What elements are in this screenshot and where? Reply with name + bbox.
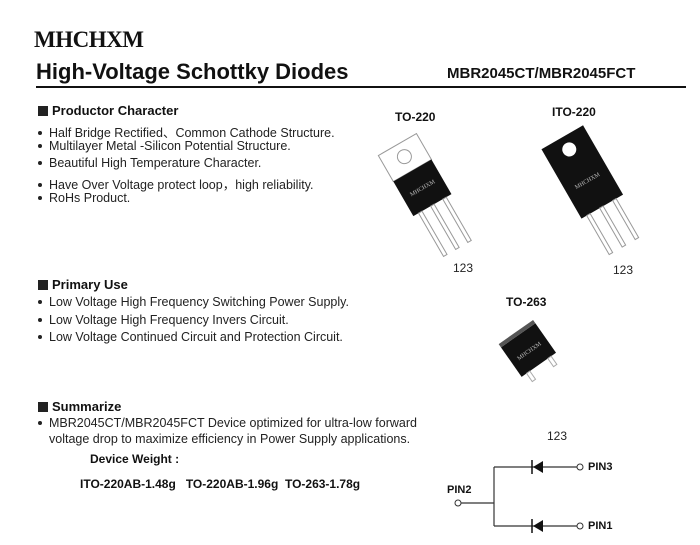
list-item-text: Half Bridge Rectified、Common Cathode Str…	[49, 126, 335, 140]
summary-text: MBR2045CT/MBR2045FCT Device optimized fo…	[49, 416, 417, 430]
list-item: Low Voltage Continued Circuit and Protec…	[38, 330, 343, 344]
pin-order-ito220: 123	[613, 263, 634, 277]
list-item-text: Low Voltage Continued Circuit and Protec…	[49, 330, 343, 344]
pin-order-to220: 123	[453, 261, 474, 275]
list-item-text: Multilayer Metal -Silicon Potential Stru…	[49, 139, 291, 153]
summary-line-2: voltage drop to maximize efficiency in P…	[49, 432, 411, 446]
part-number: MBR2045CT/MBR2045FCT	[447, 65, 636, 82]
header-divider	[36, 86, 686, 88]
pin1-label: PIN1	[588, 520, 613, 532]
bullet-icon	[38, 161, 42, 165]
pin-order-to263: 123	[547, 429, 568, 443]
section-heading: Primary Use	[52, 277, 128, 292]
to220-package-image: MHCHXM	[377, 132, 472, 258]
bullet-icon	[38, 144, 42, 148]
bullet-icon	[38, 421, 42, 425]
diode-icon	[531, 519, 543, 533]
bullet-icon	[38, 300, 42, 304]
summary-line: MBR2045CT/MBR2045FCT Device optimized fo…	[38, 416, 417, 430]
list-item-text: RoHs Product.	[49, 191, 131, 205]
square-bullet-icon	[38, 402, 48, 412]
pin3-label: PIN3	[588, 461, 613, 473]
list-item-text: Have Over Voltage protect loop，high reli…	[49, 178, 314, 192]
device-weight-label: Device Weight :	[90, 452, 180, 466]
bullet-icon	[38, 183, 42, 187]
page-title: High-Voltage Schottky Diodes	[36, 59, 349, 84]
section-summarize: Summarize	[38, 399, 121, 414]
list-item-text: Low Voltage High Frequency Invers Circui…	[49, 313, 289, 327]
package-label-ito220: ITO-220	[552, 105, 596, 119]
list-item: Low Voltage High Frequency Switching Pow…	[38, 295, 349, 309]
list-item: RoHs Product.	[38, 191, 130, 205]
section-primary-use: Primary Use	[38, 277, 128, 292]
square-bullet-icon	[38, 280, 48, 290]
list-item: Multilayer Metal -Silicon Potential Stru…	[38, 139, 291, 153]
ito220-package-image: MHCHXM	[541, 125, 640, 256]
brand-logo: MHCHXM	[34, 27, 144, 52]
bullet-icon	[38, 131, 42, 135]
device-weights: ITO-220AB-1.48g TO-220AB-1.96g TO-263-1.…	[80, 477, 361, 491]
list-item: Low Voltage High Frequency Invers Circui…	[38, 313, 289, 327]
list-item-text: Low Voltage High Frequency Switching Pow…	[49, 295, 349, 309]
bullet-icon	[38, 318, 42, 322]
section-heading: Summarize	[52, 399, 122, 414]
diode-icon	[531, 460, 543, 474]
bullet-icon	[38, 196, 42, 200]
list-item: Half Bridge Rectified、Common Cathode Str…	[38, 122, 335, 141]
list-item: Beautiful High Temperature Character.	[38, 156, 261, 170]
section-heading: Productor Character	[52, 103, 179, 118]
square-bullet-icon	[38, 106, 48, 116]
common-cathode-schematic	[454, 460, 584, 533]
package-label-to220: TO-220	[395, 110, 436, 124]
to263-package-image: MHCHXM	[498, 319, 558, 383]
list-item-text: Beautiful High Temperature Character.	[49, 156, 262, 170]
bullet-icon	[38, 335, 42, 339]
pin2-label: PIN2	[447, 484, 472, 496]
package-label-to263: TO-263	[506, 295, 547, 309]
section-productor-character: Productor Character	[38, 103, 178, 118]
list-item: Have Over Voltage protect loop，high reli…	[38, 174, 314, 193]
